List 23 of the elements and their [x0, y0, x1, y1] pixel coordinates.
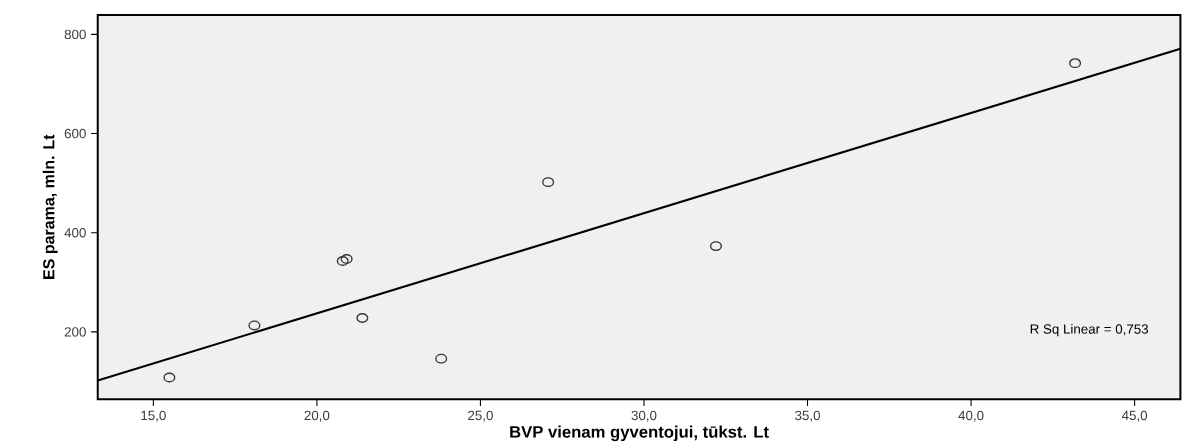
y-tick-label: 200: [64, 327, 86, 337]
x-tick-label: 30,0: [631, 410, 657, 422]
point: [709, 241, 722, 252]
y-tick-label: 400: [64, 228, 86, 238]
x-tick-label: 45,0: [1121, 410, 1148, 422]
annotation: R Sq Linear = 0,753: [1030, 324, 1149, 337]
point: [1069, 58, 1082, 69]
x-axis-title: BVP vienam gyventojui, tūkst. Lt: [510, 425, 769, 442]
y-tick-label: 800: [64, 29, 86, 40]
point: [336, 256, 349, 267]
x-tick-label: 20,0: [304, 410, 330, 422]
point: [248, 320, 261, 331]
y-tick-label: 600: [64, 129, 86, 139]
point: [340, 254, 353, 265]
point: [356, 313, 369, 324]
x-tick-label: 25,0: [468, 410, 493, 422]
x-tick-label: 15,0: [141, 410, 166, 422]
y-axis-title: ES parama, mln. Lt: [42, 134, 58, 280]
point: [163, 372, 176, 383]
point: [435, 353, 448, 364]
x-tick-label: 35,0: [795, 410, 820, 422]
point: [542, 177, 555, 188]
x-tick-label: 40,0: [958, 410, 984, 422]
